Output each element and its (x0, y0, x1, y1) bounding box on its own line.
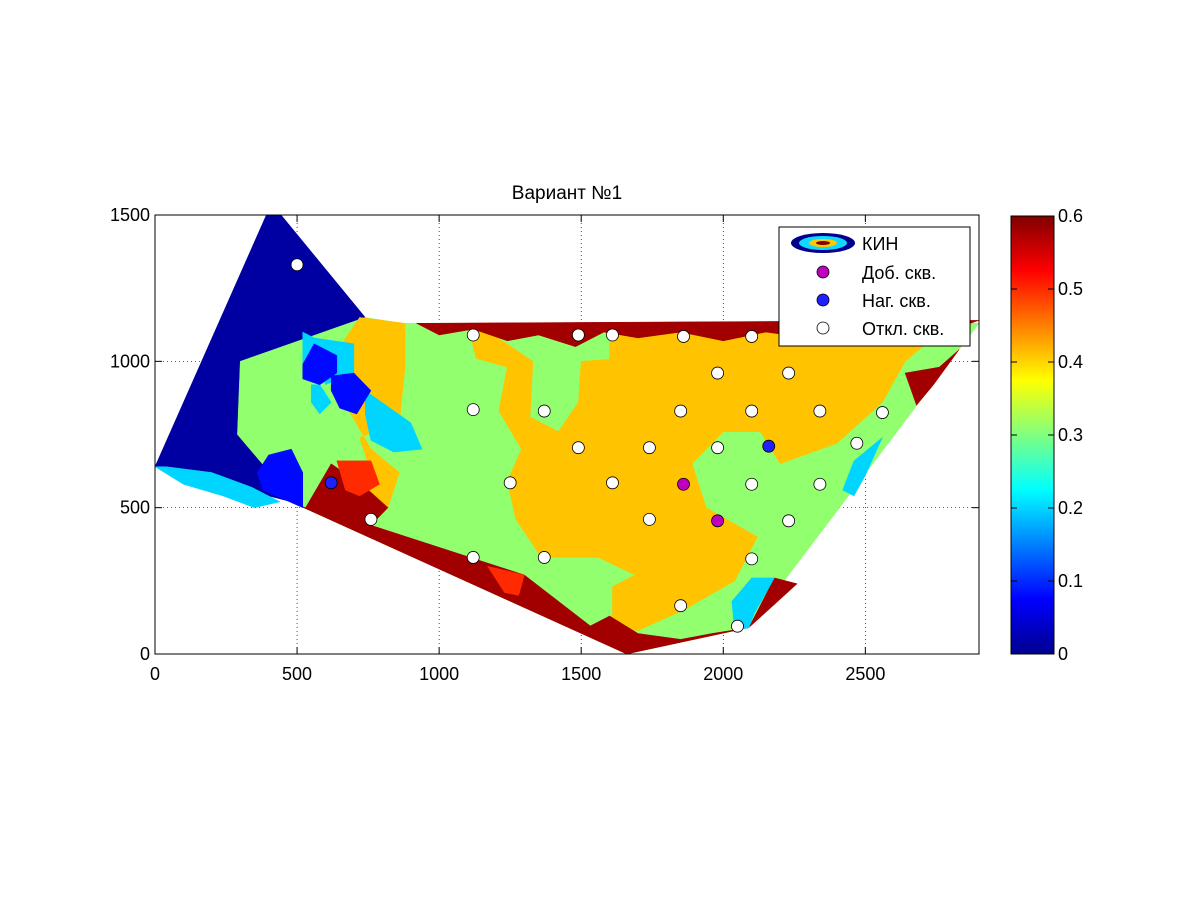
x-tick-label: 2500 (845, 664, 885, 684)
wells-layer (290, 258, 892, 633)
legend-kin-icon (791, 233, 855, 253)
y-axis: 0 500 1000 1500 (110, 205, 979, 664)
colorbar-tick-label: 0.5 (1058, 279, 1083, 299)
well-disabled-25 (606, 476, 619, 490)
legend-production-marker (816, 265, 830, 279)
well-disabled-17 (643, 441, 656, 455)
well-disabled-34 (674, 599, 688, 613)
kin-zone-12 (365, 390, 423, 453)
well-production-22 (677, 477, 690, 491)
colorbar-ticks: 0 0.1 0.2 0.3 0.4 0.5 0.6 (1011, 206, 1083, 664)
y-tick-label: 1500 (110, 205, 150, 225)
well-disabled-16 (571, 441, 585, 455)
well-disabled-14 (813, 404, 827, 418)
colorbar: 0 0.1 0.2 0.3 0.4 0.5 0.6 (1010, 206, 1083, 664)
kin-zone-8 (904, 349, 960, 406)
well-disabled-5 (745, 330, 759, 343)
kin-zone-14 (155, 466, 281, 508)
well-disabled-9 (782, 366, 796, 380)
y-tick-label: 1000 (110, 351, 150, 371)
well-disabled-11 (537, 404, 551, 418)
well-disabled-2 (571, 328, 585, 342)
legend: КИН Доб. скв. Наг. скв. Откл. скв. (778, 226, 971, 347)
well-disabled-12 (674, 404, 688, 418)
colorbar-tick-label: 0.6 (1058, 206, 1083, 226)
colorbar-tick-label: 0.3 (1058, 425, 1083, 445)
chart-title: Вариант №1 (512, 183, 622, 204)
x-tick-label: 0 (150, 664, 160, 684)
well-disabled-15 (875, 406, 889, 419)
legend-item-injection: Наг. скв. (862, 291, 931, 311)
kin-zone-9 (336, 460, 380, 497)
y-tick-label: 0 (140, 644, 150, 664)
kin-zone-16 (842, 437, 883, 497)
kin-zone-18 (330, 372, 372, 415)
kin-zone-13 (311, 384, 332, 415)
plot-frame (154, 214, 980, 655)
colorbar-gradient (1010, 215, 1055, 655)
well-disabled-33 (745, 552, 759, 566)
y-tick-label: 500 (120, 498, 150, 518)
colorbar-tick-label: 0.4 (1058, 352, 1083, 372)
well-disabled-29 (643, 512, 656, 526)
kin-zone-3 (467, 323, 952, 631)
x-tick-label: 1000 (419, 664, 459, 684)
well-injection-20 (324, 476, 338, 490)
kin-zone-19 (257, 448, 304, 509)
well-disabled-18 (711, 441, 724, 455)
legend-disabled-marker (816, 321, 830, 335)
kin-zone-10 (486, 565, 525, 596)
x-axis: 0 500 1000 1500 2000 2500 (150, 215, 885, 684)
kin-zone-17 (302, 343, 338, 386)
well-disabled-10 (466, 403, 480, 417)
x-tick-label: 500 (282, 664, 312, 684)
well-disabled-3 (606, 328, 619, 342)
kin-zone-7 (748, 577, 798, 628)
legend-item-disabled: Откл. скв. (862, 319, 944, 339)
well-disabled-13 (745, 404, 759, 418)
well-disabled-8 (711, 366, 724, 380)
well-disabled-32 (537, 551, 551, 564)
legend-item-kin: КИН (862, 234, 898, 254)
x-tick-label: 1500 (561, 664, 601, 684)
well-disabled-30 (782, 514, 796, 528)
colorbar-tick-label: 0.2 (1058, 498, 1083, 518)
well-disabled-1 (466, 328, 480, 342)
well-disabled-28 (364, 512, 378, 526)
x-tick-label: 2000 (703, 664, 743, 684)
well-production-23 (711, 514, 724, 528)
well-disabled-19 (850, 436, 864, 450)
kin-zone-15 (731, 577, 775, 631)
legend-item-production: Доб. скв. (862, 263, 936, 283)
well-disabled-24 (503, 476, 517, 490)
well-disabled-26 (745, 477, 759, 491)
well-disabled-0 (290, 258, 304, 272)
colorbar-tick-label: 0.1 (1058, 571, 1083, 591)
well-disabled-4 (677, 330, 690, 343)
colorbar-tick-label: 0 (1058, 644, 1068, 664)
legend-injection-marker (816, 293, 830, 307)
well-injection-21 (762, 439, 776, 453)
well-disabled-31 (466, 551, 480, 564)
well-disabled-35 (731, 619, 744, 633)
well-disabled-27 (813, 477, 827, 491)
